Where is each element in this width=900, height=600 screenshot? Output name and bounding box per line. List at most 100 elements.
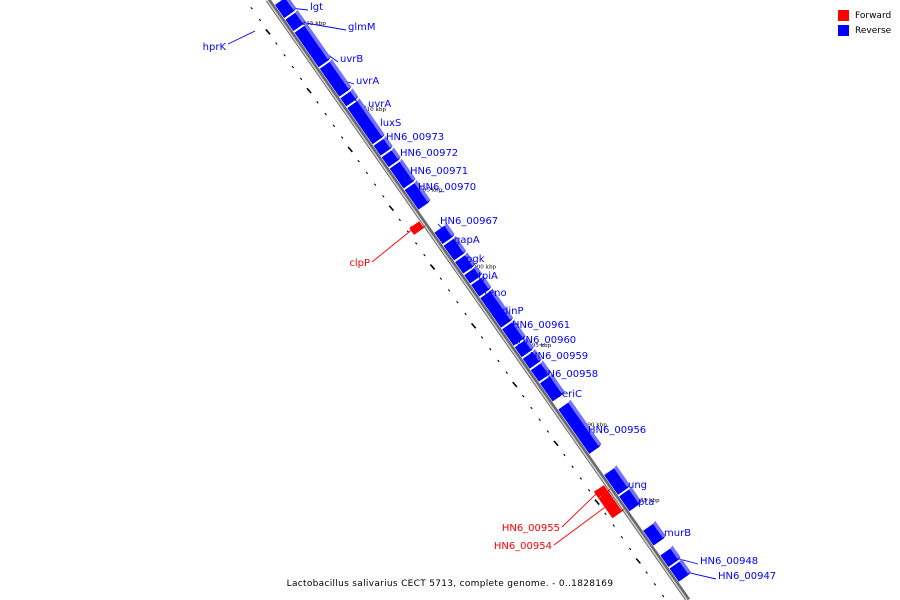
gene-label[interactable]: tpiA bbox=[478, 271, 498, 282]
feature-body bbox=[522, 351, 540, 369]
reverse-gene-2[interactable] bbox=[285, 9, 306, 32]
feature-body bbox=[409, 221, 424, 235]
gene-label[interactable]: HN6_00955 bbox=[502, 523, 560, 534]
track-tick bbox=[521, 394, 525, 398]
feature-top bbox=[670, 545, 681, 560]
track-tick bbox=[497, 359, 500, 363]
reverse-gene-27[interactable] bbox=[669, 558, 691, 582]
legend: Forward Reverse bbox=[838, 8, 891, 38]
gene-label[interactable]: murB bbox=[664, 528, 691, 539]
reverse-gene-25[interactable] bbox=[643, 520, 666, 546]
gene-label[interactable]: uvrA bbox=[368, 99, 391, 110]
feature-body bbox=[514, 340, 532, 358]
track-tick bbox=[373, 183, 377, 186]
gene-label[interactable]: HN6_00961 bbox=[512, 320, 570, 331]
reverse-gene-15[interactable] bbox=[471, 275, 492, 297]
gene-label[interactable]: HN6_00947 bbox=[718, 571, 776, 582]
track-tick bbox=[579, 477, 583, 480]
track-tick bbox=[505, 371, 508, 374]
reverse-gene-21[interactable] bbox=[539, 373, 565, 402]
gene-label[interactable]: clpP bbox=[349, 258, 370, 269]
gene-label[interactable]: uvrA bbox=[356, 76, 379, 87]
reverse-gene-19[interactable] bbox=[522, 348, 542, 369]
reverse-gene-11[interactable] bbox=[434, 222, 455, 245]
reverse-gene-14[interactable] bbox=[464, 265, 483, 284]
forward-gene-1[interactable] bbox=[409, 221, 427, 235]
feature-body bbox=[669, 561, 689, 582]
reverse-gene-26[interactable] bbox=[660, 545, 681, 567]
genome-axis-highlight bbox=[266, 0, 688, 600]
reverse-gene-24[interactable] bbox=[619, 486, 642, 512]
gene-label[interactable]: HN6_00958 bbox=[540, 369, 598, 380]
gene-label[interactable]: HN6_00954 bbox=[494, 541, 552, 552]
feature-body bbox=[598, 491, 623, 519]
reverse-gene-9[interactable] bbox=[389, 158, 416, 189]
gene-label[interactable]: pta bbox=[638, 497, 654, 508]
track-tick bbox=[388, 205, 395, 212]
reverse-gene-17[interactable] bbox=[502, 319, 526, 346]
reverse-gene-16[interactable] bbox=[480, 288, 514, 328]
track-tick bbox=[324, 112, 327, 116]
track-tick bbox=[429, 264, 436, 270]
gene-label[interactable]: HN6_00959 bbox=[530, 351, 588, 362]
reverse-gene-18[interactable] bbox=[514, 337, 534, 358]
feature-body bbox=[643, 523, 664, 546]
feature-body bbox=[539, 376, 563, 402]
forward-gene-2[interactable] bbox=[594, 485, 611, 499]
feature-body bbox=[294, 25, 329, 68]
gene-label[interactable]: HN6_00967 bbox=[440, 216, 498, 227]
legend-item-reverse: Reverse bbox=[838, 23, 891, 38]
forward-gene-3[interactable] bbox=[598, 491, 625, 519]
reverse-gene-23[interactable] bbox=[604, 465, 631, 495]
reverse-gene-12[interactable] bbox=[443, 235, 466, 261]
gene-label[interactable]: uvrB bbox=[340, 54, 363, 65]
reverse-gene-5[interactable] bbox=[340, 88, 359, 107]
reverse-gene-10[interactable] bbox=[404, 180, 431, 210]
gene-label[interactable]: dinP bbox=[502, 306, 524, 317]
reverse-gene-22[interactable] bbox=[558, 399, 602, 454]
gene-label[interactable]: HN6_00948 bbox=[700, 556, 758, 567]
track-tick bbox=[291, 65, 294, 69]
feature-top bbox=[568, 399, 602, 447]
feature-top bbox=[464, 252, 476, 267]
gene-label[interactable]: eno bbox=[488, 288, 507, 299]
track-tick bbox=[612, 524, 615, 527]
gene-label[interactable]: lgt bbox=[310, 2, 323, 13]
reverse-gene-1[interactable] bbox=[275, 0, 297, 18]
gene-label[interactable]: hprK bbox=[203, 42, 227, 53]
gene-label[interactable]: HN6_00960 bbox=[518, 335, 576, 346]
track-tick bbox=[645, 571, 648, 574]
gene-label[interactable]: eriC bbox=[562, 389, 582, 400]
track-tick bbox=[340, 136, 344, 139]
track-tick bbox=[332, 124, 336, 128]
feature-top bbox=[286, 0, 297, 12]
feature-body bbox=[443, 238, 464, 261]
reverse-gene-4[interactable] bbox=[319, 58, 352, 97]
reverse-gene-20[interactable] bbox=[530, 360, 551, 382]
reverse-gene-7[interactable] bbox=[373, 135, 393, 156]
gene-label[interactable]: ung bbox=[628, 480, 647, 491]
track-tick bbox=[587, 488, 591, 492]
gene-label[interactable]: luxS bbox=[380, 118, 401, 129]
reverse-gene-8[interactable] bbox=[381, 147, 401, 168]
gene-label[interactable]: HN6_00956 bbox=[588, 425, 646, 436]
feature-body bbox=[604, 468, 628, 495]
feature-body bbox=[502, 322, 524, 346]
feature-top bbox=[532, 348, 542, 362]
gene-label[interactable]: HN6_00970 bbox=[418, 182, 476, 193]
gene-label[interactable]: pgk bbox=[466, 254, 485, 265]
gene-label[interactable]: HN6_00971 bbox=[410, 166, 468, 177]
gene-label[interactable]: HN6_00972 bbox=[400, 148, 458, 159]
track-tick bbox=[299, 77, 303, 81]
gene-label[interactable]: glmM bbox=[348, 22, 376, 33]
track-tick bbox=[571, 465, 574, 469]
reverse-gene-13[interactable] bbox=[455, 252, 476, 274]
feature-top bbox=[540, 360, 551, 375]
reverse-gene-6[interactable] bbox=[347, 98, 385, 145]
gene-label[interactable]: HN6_00973 bbox=[386, 132, 444, 143]
feature-body bbox=[558, 402, 600, 454]
feature-body bbox=[319, 61, 350, 97]
reverse-gene-3[interactable] bbox=[294, 22, 331, 68]
gene-label[interactable]: gapA bbox=[454, 235, 480, 246]
track-tick bbox=[464, 312, 467, 316]
